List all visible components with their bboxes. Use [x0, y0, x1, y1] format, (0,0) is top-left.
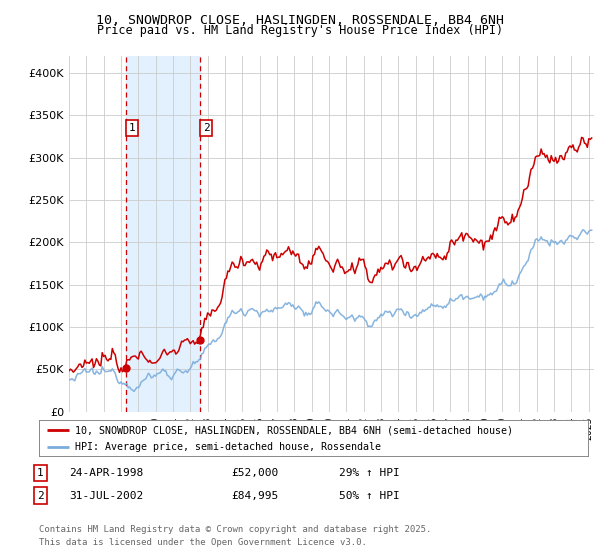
Text: £52,000: £52,000	[231, 468, 278, 478]
Text: HPI: Average price, semi-detached house, Rossendale: HPI: Average price, semi-detached house,…	[74, 442, 380, 452]
Text: £84,995: £84,995	[231, 491, 278, 501]
Text: 24-APR-1998: 24-APR-1998	[69, 468, 143, 478]
Text: 29% ↑ HPI: 29% ↑ HPI	[339, 468, 400, 478]
Text: 10, SNOWDROP CLOSE, HASLINGDEN, ROSSENDALE, BB4 6NH (semi-detached house): 10, SNOWDROP CLOSE, HASLINGDEN, ROSSENDA…	[74, 425, 512, 435]
Text: 2: 2	[203, 123, 209, 133]
Text: Price paid vs. HM Land Registry's House Price Index (HPI): Price paid vs. HM Land Registry's House …	[97, 24, 503, 37]
Text: 31-JUL-2002: 31-JUL-2002	[69, 491, 143, 501]
Text: Contains HM Land Registry data © Crown copyright and database right 2025.
This d: Contains HM Land Registry data © Crown c…	[39, 525, 431, 547]
Text: 1: 1	[37, 468, 44, 478]
Text: 10, SNOWDROP CLOSE, HASLINGDEN, ROSSENDALE, BB4 6NH: 10, SNOWDROP CLOSE, HASLINGDEN, ROSSENDA…	[96, 14, 504, 27]
Bar	[126, 56, 200, 412]
Text: 2: 2	[37, 491, 44, 501]
Text: 1: 1	[128, 123, 136, 133]
Text: 50% ↑ HPI: 50% ↑ HPI	[339, 491, 400, 501]
